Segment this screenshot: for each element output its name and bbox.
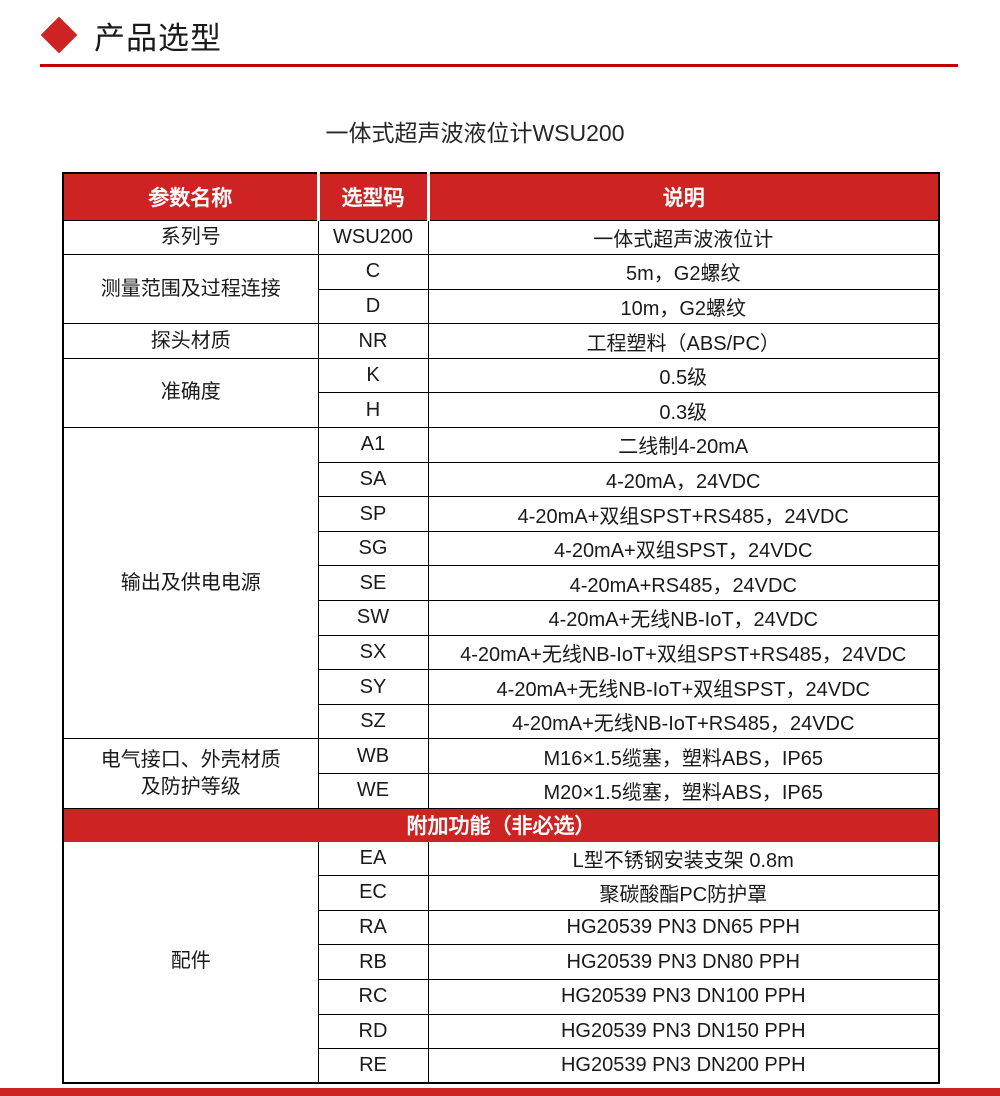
code-cell: A1	[317, 427, 429, 463]
table-row: SG 4-20mA+双组SPST，24VDC	[63, 530, 940, 567]
table-row: SW 4-20mA+无线NB-IoT，24VDC	[63, 600, 940, 636]
table-row: 电气接口、外壳材质 及防护等级 WB M16×1.5缆塞，塑料ABS，IP65	[62, 738, 940, 809]
table-row: SE 4-20mA+RS485，24VDC	[63, 565, 940, 602]
code-cell: SA	[317, 461, 429, 498]
code-cell: SW	[317, 600, 429, 636]
table-row: D 10m，G2螺纹	[63, 288, 940, 325]
desc-cell: HG20539 PN3 DN150 PPH	[427, 1013, 940, 1050]
table-row: RC HG20539 PN3 DN100 PPH	[63, 978, 940, 1015]
desc-cell: 4-20mA+RS485，24VDC	[427, 565, 940, 602]
code-cell: H	[317, 392, 429, 429]
desc-cell: 聚碳酸酯PC防护罩	[427, 875, 940, 911]
table-row: RB HG20539 PN3 DN80 PPH	[63, 944, 940, 980]
table-row: RE HG20539 PN3 DN200 PPH	[63, 1048, 940, 1084]
table-row: SA 4-20mA，24VDC	[63, 461, 940, 498]
table-row: EC 聚碳酸酯PC防护罩	[63, 875, 940, 911]
header-row: 参数名称 选型码 说明	[63, 173, 939, 220]
addon-band-row: 附加功能（非必选）	[62, 807, 940, 842]
code-cell: RB	[317, 944, 429, 980]
code-cell: SP	[317, 496, 429, 532]
param-name-cell: 电气接口、外壳材质 及防护等级	[62, 738, 319, 809]
table-row: 探头材质 NR 工程塑料（ABS/PC）	[62, 323, 940, 359]
title-rule	[40, 64, 958, 67]
code-cell: C	[317, 254, 429, 290]
desc-cell: M20×1.5缆塞，塑料ABS，IP65	[427, 773, 940, 809]
desc-cell: L型不锈钢安装支架 0.8m	[427, 840, 940, 877]
code-cell: WB	[317, 738, 429, 774]
table-row: H 0.3级	[63, 392, 940, 429]
desc-cell: 二线制4-20mA	[427, 427, 940, 463]
code-cell: SE	[317, 565, 429, 602]
table-row: RD HG20539 PN3 DN150 PPH	[63, 1013, 940, 1050]
desc-cell: 0.5级	[427, 357, 940, 394]
param-name-cell: 准确度	[62, 357, 319, 429]
header-code: 选型码	[316, 173, 428, 220]
code-cell: WE	[317, 773, 429, 809]
header-desc: 说明	[426, 173, 939, 220]
addon-band-label: 附加功能（非必选）	[62, 807, 940, 842]
table-row: 输出及供电电源 A1 二线制4-20mA	[62, 427, 940, 740]
table-row: SP 4-20mA+双组SPST+RS485，24VDC	[63, 496, 940, 532]
desc-cell: HG20539 PN3 DN100 PPH	[427, 978, 940, 1015]
desc-cell: 4-20mA+无线NB-IoT+双组SPST+RS485，24VDC	[427, 634, 940, 671]
code-cell: NR	[317, 323, 429, 359]
table-row: 配件 EA L型不锈钢安装支架 0.8m	[62, 840, 940, 1084]
code-cell: SZ	[317, 703, 429, 740]
selection-table-head: 参数名称 选型码 说明	[63, 173, 939, 220]
table-row: 测量范围及过程连接 C 5m，G2螺纹	[62, 254, 940, 325]
desc-cell: 0.3级	[427, 392, 940, 429]
param-name-cell: 探头材质	[62, 323, 319, 359]
desc-cell: M16×1.5缆塞，塑料ABS，IP65	[427, 738, 940, 774]
code-cell: SX	[317, 634, 429, 671]
table-row: 准确度 K 0.5级	[62, 357, 940, 429]
code-cell: K	[317, 357, 429, 394]
code-cell: D	[317, 288, 429, 325]
table-row: SX 4-20mA+无线NB-IoT+双组SPST+RS485，24VDC	[63, 634, 940, 671]
footer-bar	[0, 1088, 1000, 1096]
desc-cell: HG20539 PN3 DN200 PPH	[427, 1048, 940, 1084]
desc-cell: 10m，G2螺纹	[427, 288, 940, 325]
table-row: WE M20×1.5缆塞，塑料ABS，IP65	[63, 773, 940, 809]
code-cell: RC	[317, 978, 429, 1015]
table-row: 系列号 WSU200 一体式超声波液位计	[62, 219, 940, 256]
table-row: SZ 4-20mA+无线NB-IoT+RS485，24VDC	[63, 703, 940, 740]
desc-cell: HG20539 PN3 DN65 PPH	[427, 909, 940, 946]
code-cell: RE	[317, 1048, 429, 1084]
desc-cell: 4-20mA+无线NB-IoT，24VDC	[427, 600, 940, 636]
desc-cell: 工程塑料（ABS/PC）	[427, 323, 940, 359]
desc-cell: 一体式超声波液位计	[427, 219, 940, 256]
code-cell: EA	[317, 840, 429, 877]
desc-cell: 4-20mA，24VDC	[427, 461, 940, 498]
code-cell: EC	[317, 875, 429, 911]
code-cell: SY	[317, 669, 429, 705]
desc-cell: HG20539 PN3 DN80 PPH	[427, 944, 940, 980]
selection-table-body: 系列号 WSU200 一体式超声波液位计 测量范围及过程连接 C 5m，G2螺纹 D 10m，…	[62, 219, 940, 1084]
desc-cell: 4-20mA+双组SPST+RS485，24VDC	[427, 496, 940, 532]
param-name-cell: 系列号	[62, 219, 319, 256]
code-cell: SG	[317, 530, 429, 567]
param-name-cell: 配件	[62, 840, 319, 1084]
table-row: RA HG20539 PN3 DN65 PPH	[63, 909, 940, 946]
code-cell: RD	[317, 1013, 429, 1050]
desc-cell: 4-20mA+无线NB-IoT+双组SPST，24VDC	[427, 669, 940, 705]
table-row: SY 4-20mA+无线NB-IoT+双组SPST，24VDC	[63, 669, 940, 705]
desc-cell: 5m，G2螺纹	[427, 254, 940, 290]
diamond-icon	[40, 16, 78, 54]
code-cell: WSU200	[317, 219, 429, 256]
page-title: 产品选型	[94, 20, 222, 56]
code-cell: RA	[317, 909, 429, 946]
selection-table: 参数名称 选型码 说明 系列号 WSU200 一体式超声波液位计 测量范围及过程连接 C…	[62, 172, 940, 1085]
desc-cell: 4-20mA+双组SPST，24VDC	[427, 530, 940, 567]
product-subtitle: 一体式超声波液位计WSU200	[325, 120, 625, 146]
desc-cell: 4-20mA+无线NB-IoT+RS485，24VDC	[427, 703, 940, 740]
param-name-cell: 输出及供电电源	[62, 427, 319, 740]
param-name-cell: 测量范围及过程连接	[62, 254, 319, 325]
section-header: 产品选型	[40, 12, 222, 58]
header-param-name: 参数名称	[63, 173, 318, 220]
